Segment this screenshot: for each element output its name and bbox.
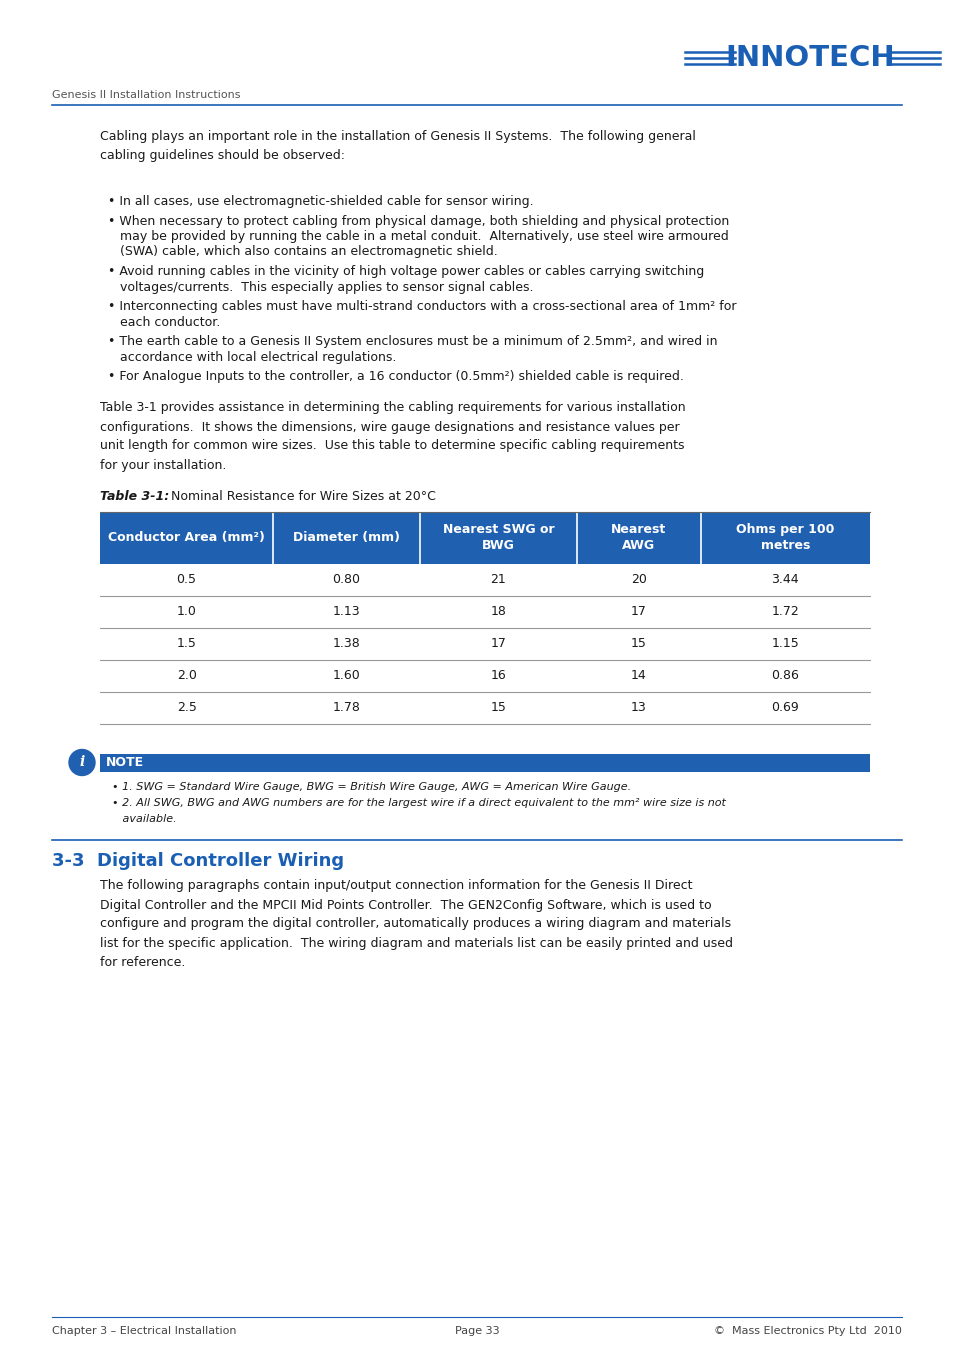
Bar — [100, 753, 869, 771]
Circle shape — [69, 749, 95, 775]
Text: 1.5: 1.5 — [176, 637, 196, 649]
Text: each conductor.: each conductor. — [120, 316, 220, 328]
Text: 1.0: 1.0 — [176, 605, 196, 618]
Text: ©  Mass Electronics Pty Ltd  2010: © Mass Electronics Pty Ltd 2010 — [714, 1326, 901, 1336]
Text: 1.72: 1.72 — [771, 605, 799, 618]
Text: accordance with local electrical regulations.: accordance with local electrical regulat… — [120, 351, 395, 363]
Text: • Interconnecting cables must have multi-strand conductors with a cross-sectiona: • Interconnecting cables must have multi… — [108, 300, 736, 313]
Text: Conductor Area (mm²): Conductor Area (mm²) — [108, 531, 265, 544]
Text: 20: 20 — [630, 572, 646, 586]
Text: Page 33: Page 33 — [455, 1326, 498, 1336]
Text: NOTE: NOTE — [106, 756, 144, 770]
Text: 15: 15 — [630, 637, 646, 649]
Bar — [100, 512, 869, 563]
Text: • In all cases, use electromagnetic-shielded cable for sensor wiring.: • In all cases, use electromagnetic-shie… — [108, 194, 533, 208]
Text: may be provided by running the cable in a metal conduit.  Alternatively, use ste: may be provided by running the cable in … — [120, 230, 728, 243]
Text: 16: 16 — [490, 670, 506, 682]
Text: Diameter (mm): Diameter (mm) — [293, 531, 399, 544]
Text: 1.38: 1.38 — [333, 637, 360, 649]
Text: INNOTECH: INNOTECH — [724, 45, 894, 72]
Text: 3.44: 3.44 — [771, 572, 799, 586]
Text: 13: 13 — [631, 701, 646, 714]
Text: • When necessary to protect cabling from physical damage, both shielding and phy: • When necessary to protect cabling from… — [108, 215, 728, 228]
Text: 14: 14 — [631, 670, 646, 682]
Text: Ohms per 100
metres: Ohms per 100 metres — [736, 522, 834, 552]
Text: Genesis II Installation Instructions: Genesis II Installation Instructions — [52, 90, 240, 100]
Text: 0.5: 0.5 — [176, 572, 196, 586]
Text: The following paragraphs contain input/output connection information for the Gen: The following paragraphs contain input/o… — [100, 879, 732, 968]
Text: voltages/currents.  This especially applies to sensor signal cables.: voltages/currents. This especially appli… — [120, 281, 533, 293]
Text: 2.5: 2.5 — [176, 701, 196, 714]
Text: Table 3-1:: Table 3-1: — [100, 490, 169, 502]
Text: 0.86: 0.86 — [771, 670, 799, 682]
Text: 2.0: 2.0 — [176, 670, 196, 682]
Text: Nominal Resistance for Wire Sizes at 20°C: Nominal Resistance for Wire Sizes at 20°… — [163, 490, 436, 502]
Text: • For Analogue Inputs to the controller, a 16 conductor (0.5mm²) shielded cable : • For Analogue Inputs to the controller,… — [108, 370, 683, 383]
Text: 1.78: 1.78 — [332, 701, 360, 714]
Text: • The earth cable to a Genesis II System enclosures must be a minimum of 2.5mm²,: • The earth cable to a Genesis II System… — [108, 335, 717, 348]
Text: (SWA) cable, which also contains an electromagnetic shield.: (SWA) cable, which also contains an elec… — [120, 246, 497, 258]
Text: 0.80: 0.80 — [332, 572, 360, 586]
Text: Cabling plays an important role in the installation of Genesis II Systems.  The : Cabling plays an important role in the i… — [100, 130, 695, 162]
Text: 3-3  Digital Controller Wiring: 3-3 Digital Controller Wiring — [52, 852, 344, 869]
Text: Nearest
AWG: Nearest AWG — [611, 522, 666, 552]
Text: i: i — [79, 755, 85, 768]
Text: 21: 21 — [490, 572, 506, 586]
Text: • 2. All SWG, BWG and AWG numbers are for the largest wire if a direct equivalen: • 2. All SWG, BWG and AWG numbers are fo… — [112, 798, 725, 807]
Text: 0.69: 0.69 — [771, 701, 799, 714]
Text: Table 3-1 provides assistance in determining the cabling requirements for variou: Table 3-1 provides assistance in determi… — [100, 401, 685, 471]
Text: 18: 18 — [490, 605, 506, 618]
Text: 17: 17 — [490, 637, 506, 649]
Text: 1.13: 1.13 — [333, 605, 360, 618]
Text: Nearest SWG or
BWG: Nearest SWG or BWG — [442, 522, 554, 552]
Text: Chapter 3 – Electrical Installation: Chapter 3 – Electrical Installation — [52, 1326, 236, 1336]
Text: 1.15: 1.15 — [771, 637, 799, 649]
Text: • 1. SWG = Standard Wire Gauge, BWG = British Wire Gauge, AWG = American Wire Ga: • 1. SWG = Standard Wire Gauge, BWG = Br… — [112, 782, 631, 791]
Text: 17: 17 — [630, 605, 646, 618]
Text: 1.60: 1.60 — [333, 670, 360, 682]
Text: available.: available. — [112, 814, 176, 824]
Text: 15: 15 — [490, 701, 506, 714]
Text: • Avoid running cables in the vicinity of high voltage power cables or cables ca: • Avoid running cables in the vicinity o… — [108, 265, 703, 278]
